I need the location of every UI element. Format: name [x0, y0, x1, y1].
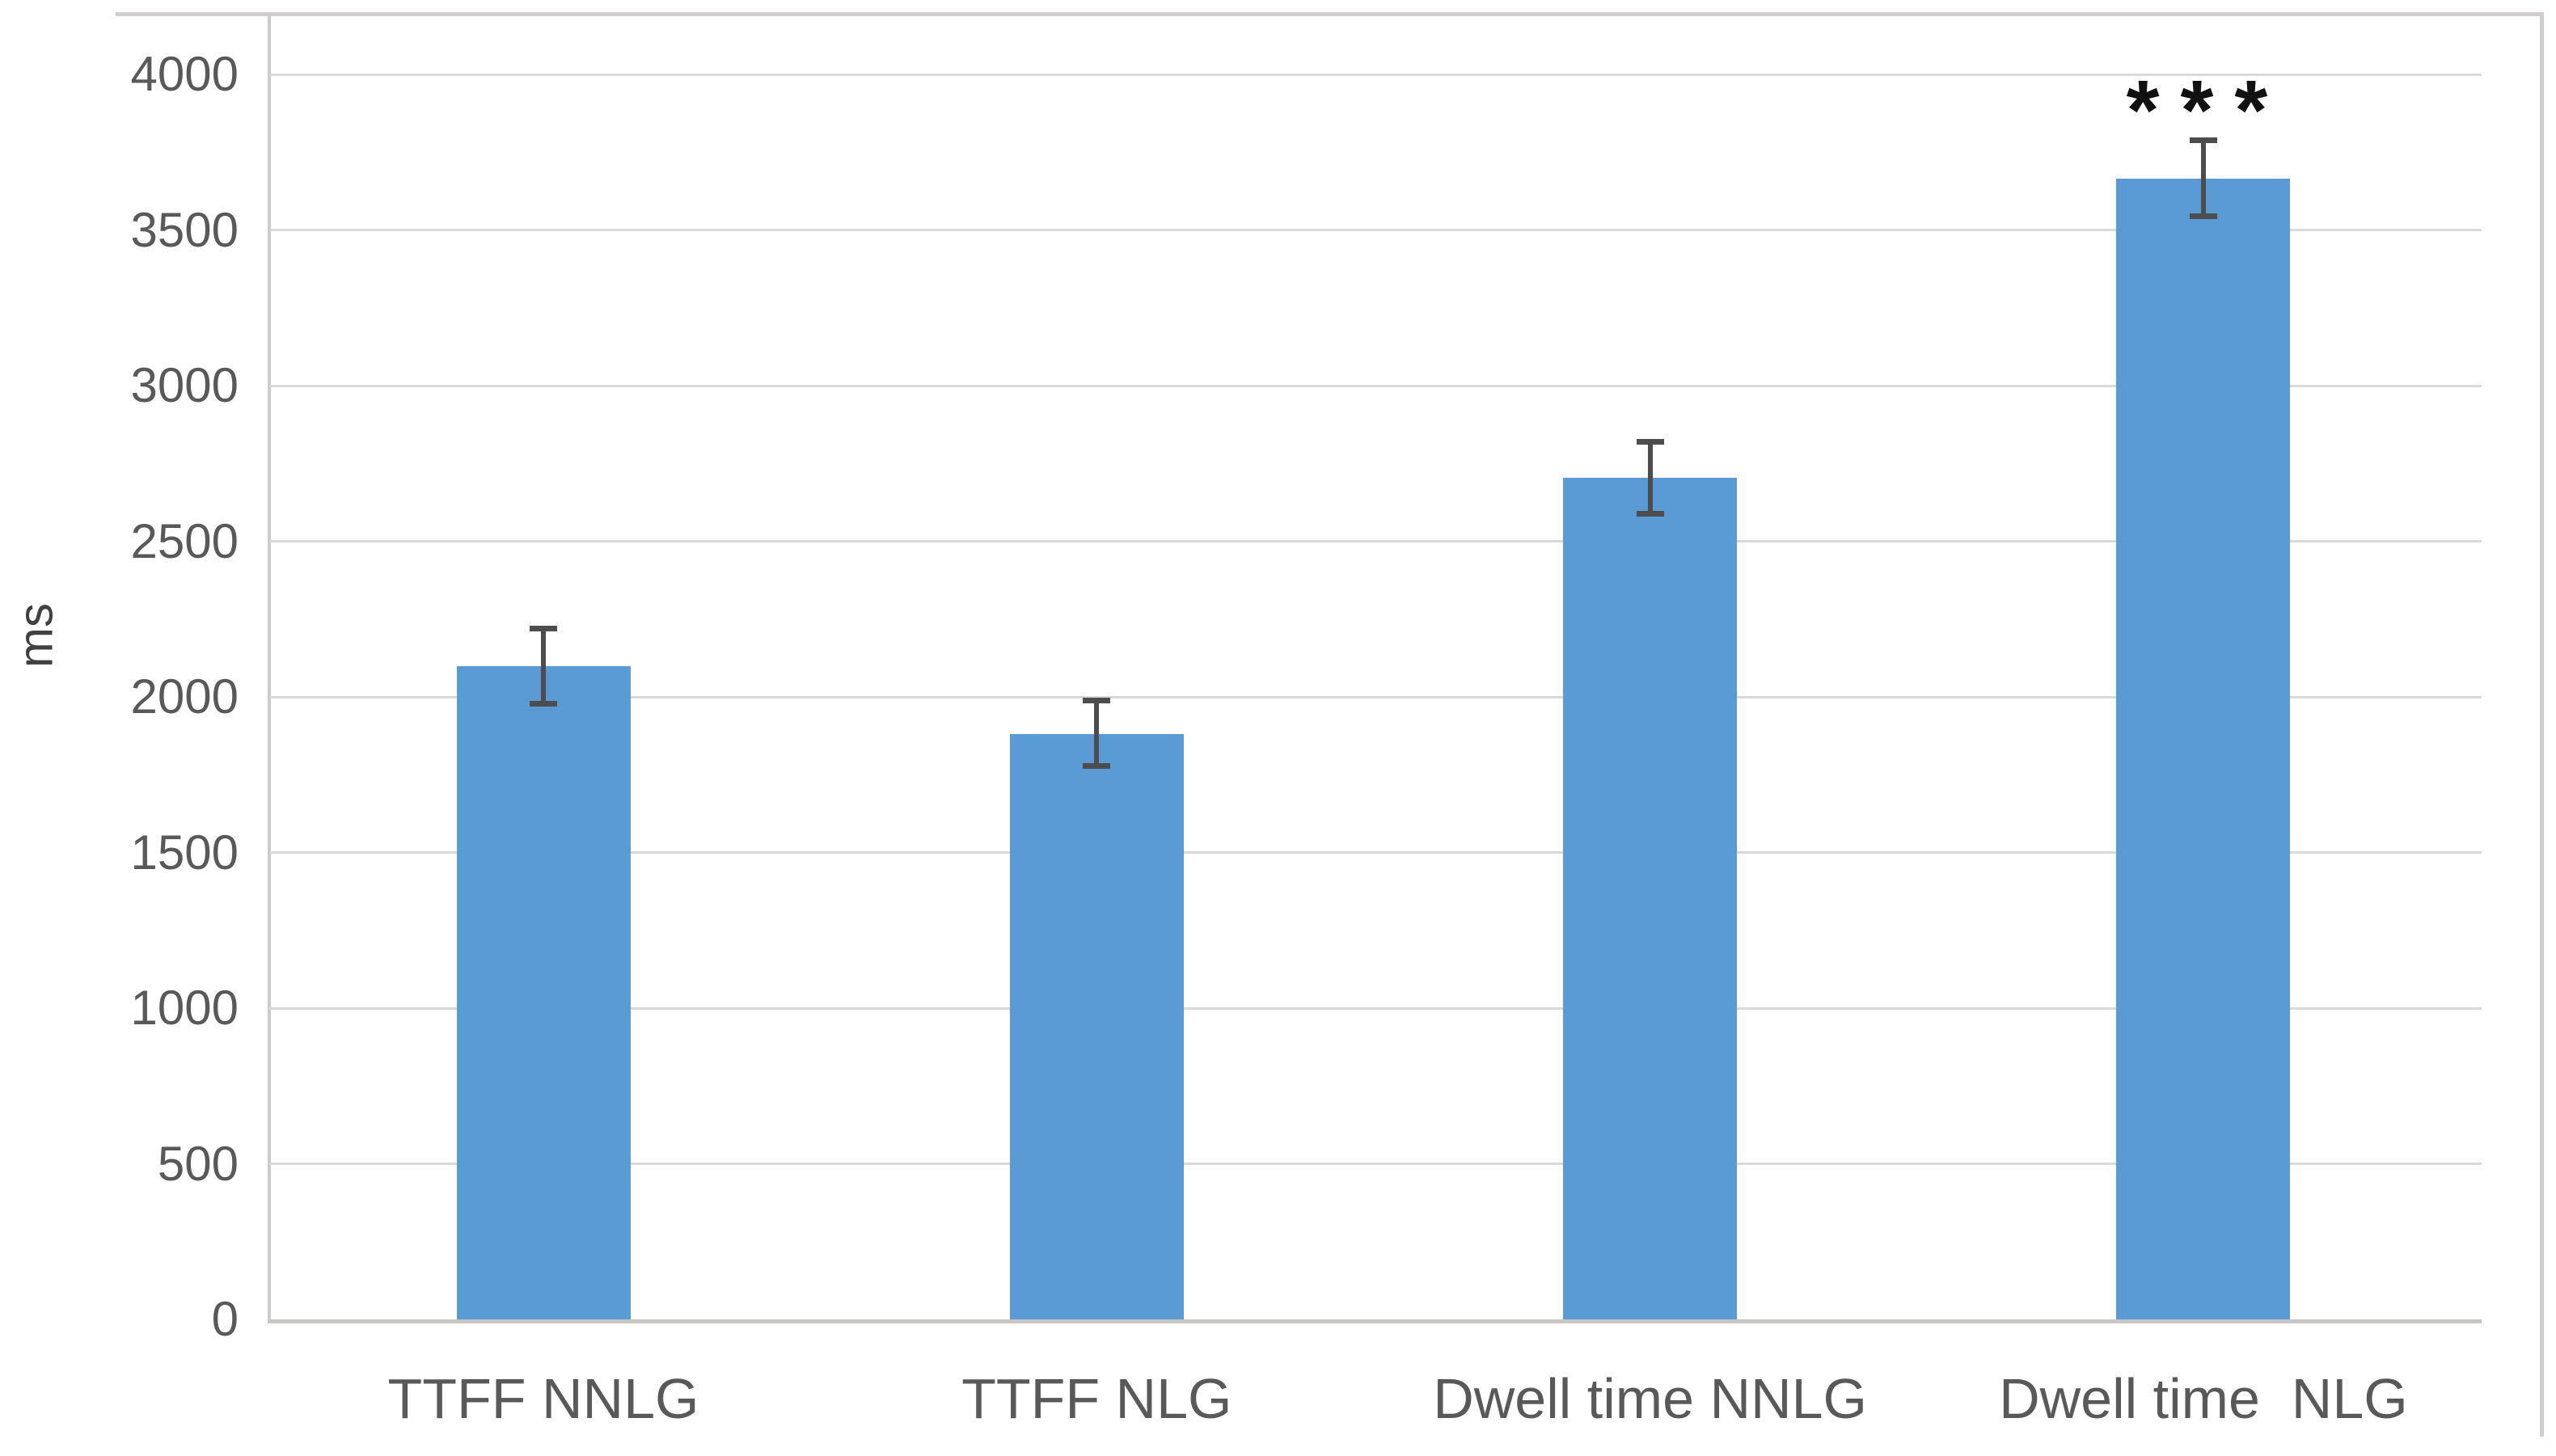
bar-ttff-nnlg	[456, 665, 631, 1319]
y-tick-label: 3000	[130, 358, 239, 412]
y-tick-label: 500	[157, 1136, 239, 1191]
gridline	[269, 73, 2482, 76]
error-bar-cap-bottom	[530, 700, 557, 707]
error-bar-cap-bottom	[2189, 213, 2217, 220]
gridline	[269, 851, 2482, 854]
error-bar-cap-top	[2189, 137, 2217, 143]
gridline	[269, 540, 2482, 542]
y-tick-label: 1000	[130, 981, 239, 1035]
bar-dwell-time-nlg	[2116, 178, 2291, 1319]
y-tick-label: 4000	[130, 47, 239, 101]
bar-dwell-time-nnlg	[1563, 477, 1738, 1319]
x-axis-line	[268, 1319, 2482, 1323]
error-bar-stem	[541, 628, 546, 703]
gridline	[269, 229, 2482, 231]
y-axis-title: ms	[8, 603, 63, 668]
error-bar-stem	[2200, 139, 2206, 217]
error-bar-cap-bottom	[1083, 762, 1111, 769]
gridline	[269, 384, 2482, 387]
x-category-label: TTFF NLG	[961, 1367, 1232, 1430]
y-tick-label: 0	[211, 1292, 239, 1346]
y-axis-line	[268, 12, 271, 1322]
error-bar-cap-bottom	[1636, 510, 1664, 517]
y-tick-label: 2500	[130, 513, 239, 568]
x-category-label: Dwell time NLG	[1999, 1367, 2408, 1430]
chart-border-top	[116, 12, 2543, 16]
y-tick-label: 3500	[130, 202, 239, 257]
gridline	[269, 1007, 2482, 1010]
y-tick-label: 1500	[130, 825, 239, 880]
y-tick-label: 2000	[130, 669, 239, 724]
bar-ttff-nlg	[1009, 734, 1184, 1319]
gridline	[269, 695, 2482, 698]
error-bar-cap-top	[1083, 697, 1111, 703]
error-bar-cap-top	[530, 626, 557, 632]
error-bar-stem	[1094, 699, 1100, 766]
x-category-label: Dwell time NNLG	[1433, 1367, 1867, 1430]
error-bar-stem	[1647, 441, 1653, 513]
chart-border-right	[2540, 12, 2544, 1437]
gridline	[269, 1163, 2482, 1165]
x-category-label: TTFF NNLG	[387, 1367, 699, 1430]
error-bar-cap-top	[1636, 439, 1664, 445]
